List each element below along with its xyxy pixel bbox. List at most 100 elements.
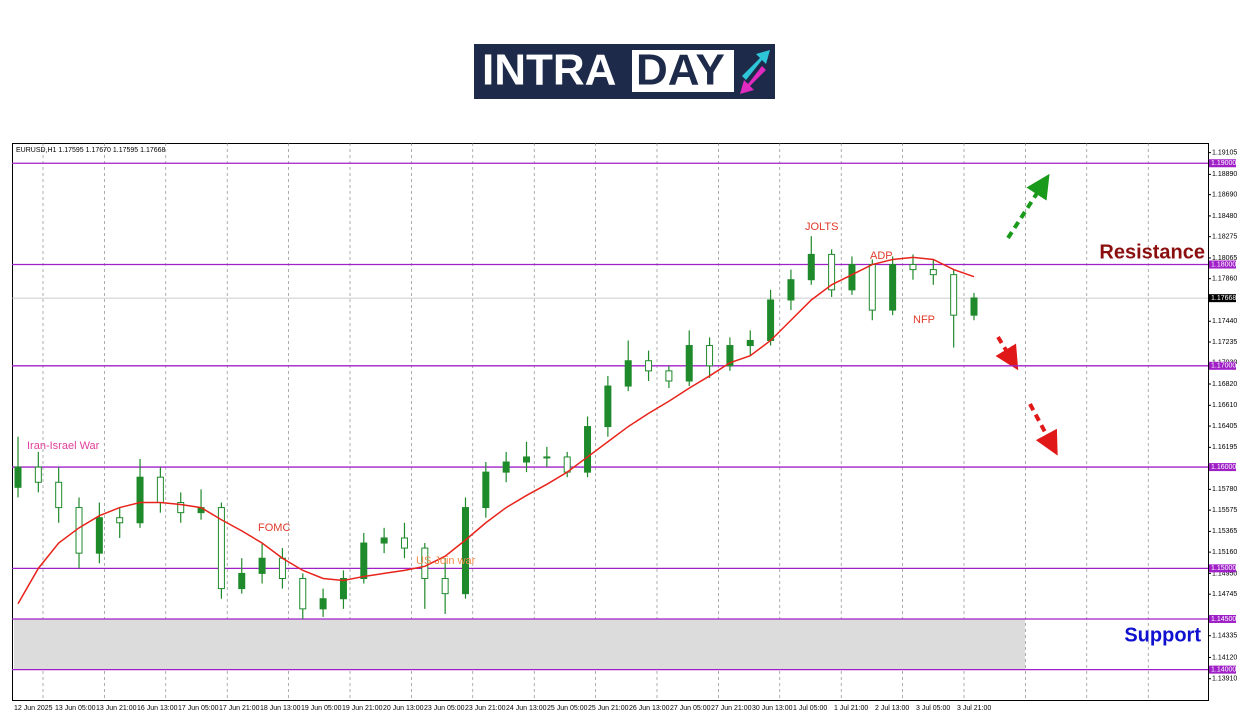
y-tick-label: 1.17440 — [1212, 318, 1237, 325]
level-label: 1.18000 — [1211, 261, 1236, 268]
candle-body — [156, 476, 164, 504]
candle-body — [299, 577, 307, 610]
symbol-header: EURUSD,H1 1.17595 1.17670 1.17595 1.1766… — [16, 147, 166, 154]
candle-body — [828, 253, 836, 291]
y-tick-label: 1.18480 — [1212, 213, 1237, 220]
candle-body — [34, 466, 42, 483]
candle-body — [909, 264, 917, 271]
y-tick-label: 1.15575 — [1212, 507, 1237, 514]
candle-body — [421, 547, 429, 579]
candle-body — [502, 461, 510, 473]
candle-body — [665, 370, 673, 382]
level-tag — [1209, 564, 1236, 573]
x-tick-label: 1 Jul 05:00 — [793, 705, 827, 712]
x-tick-label: 27 Jun 05:00 — [670, 705, 711, 712]
level-tag — [1209, 463, 1236, 472]
candle-body — [970, 297, 978, 316]
logo-box — [632, 50, 734, 92]
candle-body — [75, 507, 83, 554]
y-tick-label: 1.14120 — [1212, 654, 1237, 661]
x-tick-label: 1 Jul 21:00 — [834, 705, 868, 712]
x-tick-label: 20 Jun 13:00 — [383, 705, 424, 712]
y-tick-label: 1.18890 — [1212, 171, 1237, 178]
arrow — [1006, 173, 1050, 240]
v-grid — [42, 143, 1149, 700]
y-tick-label: 1.16405 — [1212, 423, 1237, 430]
candle-body — [461, 507, 469, 595]
x-tick-label: 23 Jun 05:00 — [424, 705, 465, 712]
annotation: Iran-Israel War — [27, 440, 100, 452]
logo-arrow — [740, 66, 766, 94]
level-label: 1.16000 — [1211, 464, 1236, 471]
y-tick-label: 1.14745 — [1212, 591, 1237, 598]
candle-body — [136, 476, 144, 524]
candle-body — [746, 339, 754, 347]
y-tick-label: 1.18275 — [1212, 234, 1237, 241]
candle-body — [950, 274, 958, 316]
x-tick-label: 3 Jul 21:00 — [957, 705, 991, 712]
plot-frame — [12, 143, 1209, 701]
logo-arrow — [742, 50, 770, 80]
x-tick-label: 17 Jun 21:00 — [219, 705, 260, 712]
level-tag — [1209, 665, 1236, 674]
candle-body — [441, 577, 449, 595]
candle-body — [238, 572, 246, 590]
x-tick-label: 13 Jun 05:00 — [55, 705, 96, 712]
candle-body — [177, 502, 185, 514]
candle-body — [482, 471, 490, 509]
candle-body — [767, 299, 775, 341]
y-tick-label: 1.15780 — [1212, 486, 1237, 493]
x-tick-label: 3 Jul 05:00 — [916, 705, 950, 712]
x-tick-label: 13 Jun 21:00 — [96, 705, 137, 712]
x-tick-label: 23 Jun 21:00 — [465, 705, 506, 712]
candle-body — [55, 481, 63, 509]
candle-body — [645, 360, 653, 372]
y-tick-label: 1.15365 — [1212, 528, 1237, 535]
candle-body — [889, 264, 897, 311]
candle-body — [848, 264, 856, 291]
logo-text: INTRA — [482, 46, 616, 95]
current-price-label: 1.17668 — [1211, 295, 1236, 302]
annotation: JOLTS — [805, 221, 838, 233]
candle-body — [14, 466, 22, 488]
candle-body — [543, 456, 551, 459]
level-tag — [1209, 159, 1236, 168]
y-tick-label: 1.19105 — [1212, 149, 1237, 156]
y-tick-label: 1.13910 — [1212, 676, 1237, 683]
x-tick-label: 2 Jul 13:00 — [875, 705, 909, 712]
candle-body — [685, 345, 693, 382]
candle-body — [523, 456, 531, 463]
x-tick-label: 19 Jun 05:00 — [301, 705, 342, 712]
level-tag — [1209, 361, 1236, 370]
x-tick-label: 16 Jun 13:00 — [137, 705, 178, 712]
candle-body — [95, 517, 103, 554]
level-label: 1.19000 — [1211, 160, 1236, 167]
logo-text: DAY — [636, 46, 725, 95]
candle-body — [319, 598, 327, 610]
moving-average — [17, 256, 975, 605]
level-label: 1.14000 — [1211, 666, 1236, 673]
level-tag — [1209, 260, 1236, 269]
candle-body — [706, 345, 714, 367]
candle-body — [116, 517, 124, 524]
x-tick-label: 12 Jun 2025 — [14, 705, 53, 712]
arrow — [995, 335, 1019, 371]
candle-body — [726, 345, 734, 367]
x-tick-label: 24 Jun 13:00 — [506, 705, 547, 712]
candle-body — [278, 557, 286, 579]
x-tick-label: 17 Jun 05:00 — [178, 705, 219, 712]
logo: INTRA DAY — [474, 44, 775, 99]
x-tick-label: 25 Jun 21:00 — [588, 705, 629, 712]
candle-body — [787, 279, 795, 301]
x-tick-label: 26 Jun 13:00 — [629, 705, 670, 712]
resistance-label: Resistance — [1099, 241, 1205, 263]
support-zone — [14, 618, 1025, 670]
candle-body — [868, 264, 876, 311]
annotation: ADP — [870, 250, 893, 262]
y-tick-label: 1.17860 — [1212, 276, 1237, 283]
candle-body — [624, 360, 632, 387]
y-tick-label: 1.16195 — [1212, 444, 1237, 451]
annotation: FOMC — [258, 522, 290, 534]
